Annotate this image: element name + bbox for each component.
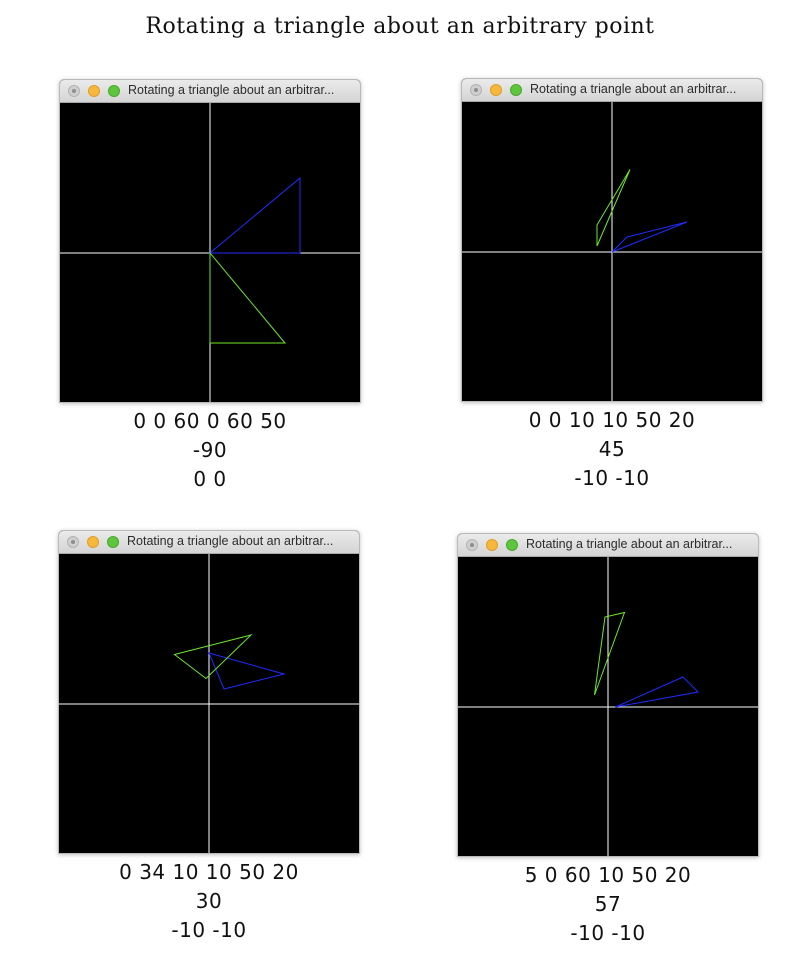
example-panel-1: Rotating a triangle about an arbitrar...… bbox=[59, 79, 361, 494]
rotated-triangle bbox=[209, 251, 287, 344]
close-icon[interactable] bbox=[466, 539, 478, 551]
rotated-triangle bbox=[594, 611, 626, 696]
maximize-icon[interactable] bbox=[506, 539, 518, 551]
maximize-icon[interactable] bbox=[107, 536, 119, 548]
parameters: 0 0 60 0 60 50 -90 0 0 bbox=[59, 407, 361, 494]
parameters: 5 0 60 10 50 20 57 -10 -10 bbox=[457, 861, 759, 948]
triangle-coordinates: 0 0 60 0 60 50 bbox=[133, 409, 287, 433]
maximize-icon[interactable] bbox=[108, 85, 120, 97]
drawing-canvas bbox=[59, 554, 359, 853]
window-titlebar[interactable]: Rotating a triangle about an arbitrar... bbox=[458, 534, 758, 557]
pivot-point: -10 -10 bbox=[574, 466, 650, 490]
parameters: 0 34 10 10 50 20 30 -10 -10 bbox=[58, 858, 360, 945]
triangle-coordinates: 0 0 10 10 50 20 bbox=[528, 408, 696, 432]
original-triangle bbox=[611, 221, 688, 253]
window-titlebar[interactable]: Rotating a triangle about an arbitrar... bbox=[60, 80, 360, 103]
app-window-3[interactable]: Rotating a triangle about an arbitrar... bbox=[58, 530, 360, 854]
example-panel-4: Rotating a triangle about an arbitrar...… bbox=[457, 533, 759, 948]
triangle-coordinates: 5 0 60 10 50 20 bbox=[524, 863, 692, 887]
rotated-triangle bbox=[173, 634, 253, 680]
minimize-icon[interactable] bbox=[486, 539, 498, 551]
app-window-4[interactable]: Rotating a triangle about an arbitrar... bbox=[457, 533, 759, 857]
app-window-1[interactable]: Rotating a triangle about an arbitrar... bbox=[59, 79, 361, 403]
window-title: Rotating a triangle about an arbitrar... bbox=[526, 537, 733, 551]
window-titlebar[interactable]: Rotating a triangle about an arbitrar... bbox=[59, 531, 359, 554]
app-window-2[interactable]: Rotating a triangle about an arbitrar... bbox=[461, 78, 763, 402]
maximize-icon[interactable] bbox=[510, 84, 522, 96]
original-triangle bbox=[615, 676, 700, 708]
window-title: Rotating a triangle about an arbitrar... bbox=[128, 83, 335, 97]
triangle-coordinates: 0 34 10 10 50 20 bbox=[119, 860, 299, 884]
example-panel-3: Rotating a triangle about an arbitrar...… bbox=[58, 530, 360, 945]
original-triangle bbox=[208, 176, 301, 254]
close-icon[interactable] bbox=[470, 84, 482, 96]
close-icon[interactable] bbox=[68, 85, 80, 97]
rotation-angle: 57 bbox=[594, 892, 622, 916]
rotation-angle: 30 bbox=[195, 889, 223, 913]
drawing-canvas bbox=[458, 557, 758, 856]
rotated-triangle bbox=[596, 169, 631, 247]
pivot-point: 0 0 bbox=[193, 467, 227, 491]
pivot-point: -10 -10 bbox=[570, 921, 646, 945]
close-icon[interactable] bbox=[67, 536, 79, 548]
parameters: 0 0 10 10 50 20 45 -10 -10 bbox=[461, 406, 763, 493]
window-title: Rotating a triangle about an arbitrar... bbox=[127, 534, 334, 548]
pivot-point: -10 -10 bbox=[171, 918, 247, 942]
original-triangle bbox=[208, 652, 286, 690]
page-title: Rotating a triangle about an arbitrary p… bbox=[145, 14, 655, 39]
minimize-icon[interactable] bbox=[88, 85, 100, 97]
minimize-icon[interactable] bbox=[87, 536, 99, 548]
drawing-canvas bbox=[60, 103, 360, 402]
example-panel-2: Rotating a triangle about an arbitrar...… bbox=[461, 78, 763, 493]
drawing-canvas bbox=[462, 102, 762, 401]
rotation-angle: -90 bbox=[192, 438, 228, 462]
rotation-angle: 45 bbox=[598, 437, 626, 461]
window-title: Rotating a triangle about an arbitrar... bbox=[530, 82, 737, 96]
window-titlebar[interactable]: Rotating a triangle about an arbitrar... bbox=[462, 79, 762, 102]
minimize-icon[interactable] bbox=[490, 84, 502, 96]
